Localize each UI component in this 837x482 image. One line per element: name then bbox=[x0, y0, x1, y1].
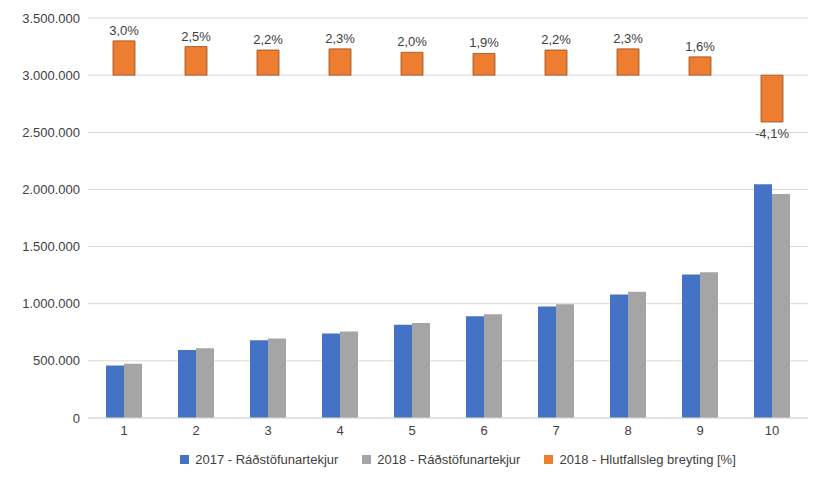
svg-text:2,2%: 2,2% bbox=[253, 32, 283, 47]
svg-text:2: 2 bbox=[192, 423, 199, 438]
svg-text:2,5%: 2,5% bbox=[181, 29, 211, 44]
svg-text:3,0%: 3,0% bbox=[109, 23, 139, 38]
svg-text:8: 8 bbox=[624, 423, 631, 438]
svg-text:0: 0 bbox=[73, 411, 80, 426]
html-text:2018 - Ráðstöfunartekjur: 2018 - Ráðstöfunartekjur bbox=[377, 452, 521, 467]
svg-text:2,0%: 2,0% bbox=[397, 34, 427, 49]
svg-text:7: 7 bbox=[552, 423, 559, 438]
svg-text:2.000.000: 2.000.000 bbox=[22, 182, 80, 197]
svg-text:10: 10 bbox=[765, 423, 779, 438]
svg-text:2.500.000: 2.500.000 bbox=[22, 125, 80, 140]
svg-text:6: 6 bbox=[480, 423, 487, 438]
svg-text:1: 1 bbox=[120, 423, 127, 438]
svg-text:1.500.000: 1.500.000 bbox=[22, 239, 80, 254]
svg-text:3.500.000: 3.500.000 bbox=[22, 11, 80, 26]
svg-text:3.000.000: 3.000.000 bbox=[22, 68, 80, 83]
svg-text:1,6%: 1,6% bbox=[685, 39, 715, 54]
svg-text:4: 4 bbox=[336, 423, 343, 438]
svg-text:9: 9 bbox=[696, 423, 703, 438]
svg-text:500.000: 500.000 bbox=[33, 353, 80, 368]
html-text:2018 - Hlutfallsleg breyting [: 2018 - Hlutfallsleg breyting [%] bbox=[559, 452, 736, 467]
svg-text:-4,1%: -4,1% bbox=[755, 126, 789, 141]
svg-text:1,9%: 1,9% bbox=[469, 35, 499, 50]
svg-text:2,3%: 2,3% bbox=[325, 31, 355, 46]
svg-text:3: 3 bbox=[264, 423, 271, 438]
svg-text:2,3%: 2,3% bbox=[613, 31, 643, 46]
svg-text:5: 5 bbox=[408, 423, 415, 438]
html-text:2017 - Ráðstöfunartekjur: 2017 - Ráðstöfunartekjur bbox=[195, 452, 339, 467]
svg-text:1.000.000: 1.000.000 bbox=[22, 296, 80, 311]
svg-text:2,2%: 2,2% bbox=[541, 32, 571, 47]
